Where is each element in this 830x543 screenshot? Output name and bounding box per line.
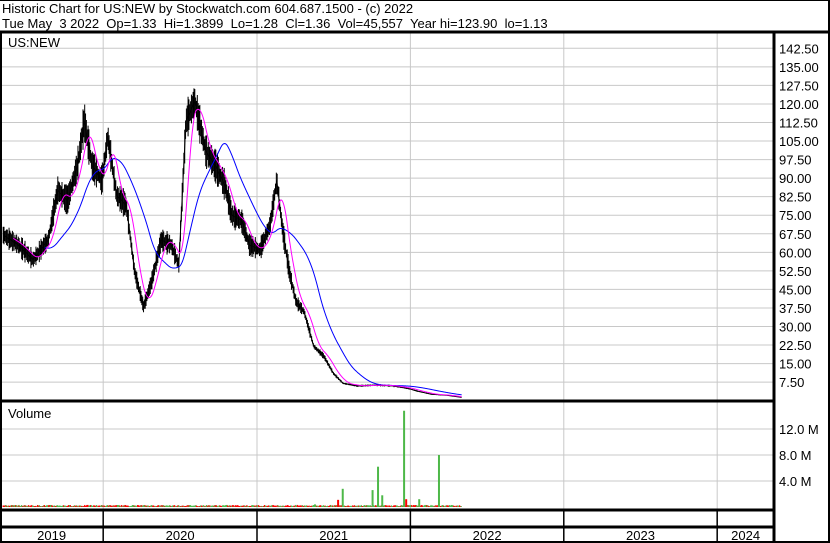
price-tick-label: 7.50 xyxy=(779,375,804,390)
volume-tick-label: 8.0 M xyxy=(779,448,812,463)
price-tick-label: 22.50 xyxy=(779,338,812,353)
symbol-label: US:NEW xyxy=(8,35,61,50)
price-tick-label: 45.00 xyxy=(779,282,812,297)
quote-summary: Tue May 3 2022 Op=1.33 Hi=1.3899 Lo=1.28… xyxy=(2,16,548,31)
price-tick-label: 37.50 xyxy=(779,301,812,316)
year-label: 2023 xyxy=(626,528,655,543)
price-tick-label: 112.50 xyxy=(779,115,818,130)
chart-title: Historic Chart for US:NEW by Stockwatch.… xyxy=(2,1,414,16)
price-tick-label: 60.00 xyxy=(779,245,812,260)
volume-tick-label: 4.0 M xyxy=(779,474,812,489)
price-tick-label: 127.50 xyxy=(779,78,819,93)
price-tick-label: 105.00 xyxy=(779,134,819,149)
year-label: 2021 xyxy=(319,528,348,543)
year-label: 2024 xyxy=(731,528,760,543)
price-line xyxy=(2,99,462,398)
year-label: 2022 xyxy=(473,528,502,543)
year-label: 2019 xyxy=(37,528,66,543)
price-tick-label: 75.00 xyxy=(779,208,812,223)
price-tick-label: 15.00 xyxy=(779,357,812,372)
volume-label: Volume xyxy=(8,406,51,421)
price-tick-label: 30.00 xyxy=(779,320,812,335)
price-tick-label: 135.00 xyxy=(779,60,819,75)
price-tick-label: 142.50 xyxy=(779,41,819,56)
long-moving-average-line xyxy=(44,143,462,396)
volume-tick-label: 12.0 M xyxy=(779,422,819,437)
price-tick-label: 82.50 xyxy=(779,190,812,205)
price-tick-label: 97.50 xyxy=(779,153,812,168)
price-tick-label: 120.00 xyxy=(779,97,819,112)
price-tick-label: 52.50 xyxy=(779,264,812,279)
price-tick-label: 90.00 xyxy=(779,171,812,186)
short-moving-average-line xyxy=(12,108,462,398)
price-tick-label: 67.50 xyxy=(779,227,812,242)
year-label: 2020 xyxy=(166,528,195,543)
